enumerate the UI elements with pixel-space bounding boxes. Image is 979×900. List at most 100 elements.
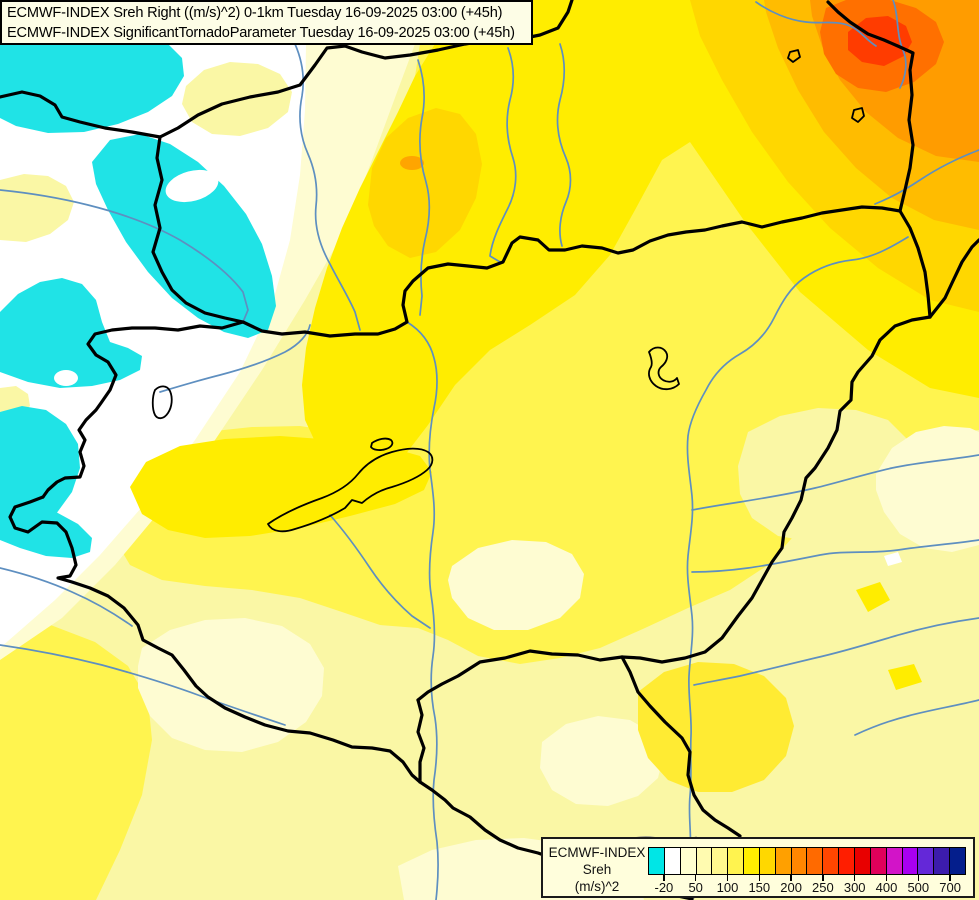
map-title-box: ECMWF-INDEX Sreh Right ((m/s)^2) 0-1km T… — [0, 0, 533, 45]
legend-tick-mark — [822, 875, 824, 881]
contour-yellow-diamond-se-1 — [856, 582, 890, 612]
legend-title: ECMWF-INDEX Sreh (m/s)^2 — [547, 844, 647, 895]
border-serbia-romania — [620, 655, 742, 838]
legend-colorbar — [648, 847, 966, 875]
lake-tisza — [648, 346, 680, 391]
contour-cream-east — [876, 426, 979, 552]
legend-color-swatch — [790, 847, 808, 875]
legend-color-swatch — [727, 847, 745, 875]
lakes-group — [151, 49, 865, 533]
contour-yellow-patch-south — [638, 662, 794, 792]
contour-golden-center-blob — [368, 108, 482, 258]
legend-tick-label: 300 — [843, 880, 866, 895]
river-drava — [0, 644, 286, 726]
legend-tick-mark — [853, 875, 856, 881]
river-ne-top — [755, 1, 877, 47]
river-tisza — [686, 236, 909, 900]
border-hungary-croatia-south — [8, 495, 694, 900]
map-title-line-2: ECMWF-INDEX SignificantTornadoParameter … — [7, 25, 515, 41]
river-mura — [0, 567, 133, 627]
border-croatia-serbia-link — [416, 698, 426, 784]
legend-color-swatch — [743, 847, 760, 875]
legend-tick-label: 250 — [812, 880, 834, 895]
lake-velence — [370, 437, 394, 451]
legend-tick-label: 700 — [939, 880, 961, 895]
contour-cyan-diagonal-band — [92, 134, 276, 338]
contour-red-orange-core — [848, 16, 912, 66]
contour-bright-yellow-balaton — [130, 436, 432, 538]
legend-tick-mark — [726, 875, 729, 881]
contour-cream-bottomleft — [138, 618, 324, 752]
contour-pale-patch-leftedge — [0, 174, 74, 242]
legend-color-swatch — [758, 847, 776, 875]
legend-tick-axis: -20 50 100 150 200 250 300 400 500 700 — [648, 875, 966, 897]
legend-tick-mark — [790, 875, 792, 881]
contour-white-spot-se — [884, 552, 902, 566]
legend-tick-label: 100 — [716, 880, 739, 895]
legend-title-line-2: Sreh — [582, 862, 612, 877]
legend-color-swatch — [822, 847, 840, 875]
river-maros — [693, 617, 979, 686]
river-sio — [329, 514, 431, 629]
legend-tick-mark — [949, 875, 951, 881]
contour-cream-southcenter — [540, 716, 664, 806]
legend-box: ECMWF-INDEX Sreh (m/s)^2 -20 50 100 150 200 2… — [541, 837, 975, 898]
river-koros-north — [691, 454, 979, 511]
legend-color-swatch — [869, 847, 887, 875]
contour-yellow-diamond-se-2 — [888, 664, 922, 690]
contour-cream-center — [448, 540, 584, 630]
river-slovakia-center — [556, 43, 572, 247]
lake-neusiedl — [151, 385, 173, 420]
border-austria-slovakia — [151, 135, 245, 324]
river-bodrog — [874, 149, 979, 205]
small-lake-ne-1 — [787, 49, 801, 63]
border-slovakia-ukraine-poland — [826, 0, 915, 213]
legend-color-swatch — [695, 847, 713, 875]
contour-yellow-southwest — [0, 615, 152, 900]
legend-tick-mark — [694, 875, 697, 881]
legend-color-swatch — [853, 847, 871, 875]
legend-title-line-3: (m/s)^2 — [574, 879, 620, 894]
border-hungary-ukraine — [898, 209, 932, 319]
legend-color-swatch — [885, 847, 903, 875]
legend-tick-label: -20 — [654, 880, 674, 895]
legend-color-swatch — [774, 847, 792, 875]
legend-color-swatch — [901, 847, 919, 875]
legend-color-swatch — [679, 847, 697, 875]
contour-cyan-topleft — [0, 44, 184, 133]
river-se-lower — [854, 699, 979, 736]
legend-color-swatch — [838, 847, 855, 875]
border-hungary-slovakia — [241, 205, 902, 338]
border-hungary-romania — [620, 315, 932, 664]
lake-balaton — [267, 447, 434, 533]
legend-tick-mark — [885, 875, 888, 881]
river-hron — [417, 59, 431, 316]
river-danube-upper — [0, 189, 249, 323]
legend-tick-label: 500 — [907, 880, 930, 895]
legend-tick-label: 50 — [688, 880, 703, 895]
river-danube-south — [406, 321, 439, 900]
contour-pale-patch-east — [738, 408, 914, 542]
legend-title-line-1: ECMWF-INDEX — [548, 845, 646, 860]
contour-white-hole-1 — [165, 169, 219, 203]
legend-tick-label: 150 — [748, 880, 771, 895]
legend-color-swatch — [949, 847, 966, 875]
river-koros-south — [691, 539, 979, 573]
small-lake-ne-2 — [851, 107, 865, 123]
legend-color-swatch — [648, 847, 665, 875]
map-title-line-1: ECMWF-INDEX Sreh Right ((m/s)^2) 0-1km T… — [7, 5, 503, 21]
contour-white-hole-2 — [54, 370, 78, 386]
legend-color-swatch — [663, 847, 681, 875]
border-ukraine-romania — [928, 238, 979, 319]
border-czech-austria — [0, 90, 162, 139]
legend-tick-mark — [917, 875, 920, 881]
river-vah — [294, 43, 361, 331]
contour-cyan-tail — [0, 506, 92, 558]
legend-tick-mark — [663, 875, 665, 881]
legend-tick-label: 200 — [780, 880, 802, 895]
river-ipel — [489, 47, 517, 263]
border-hungary-serbia — [416, 649, 624, 702]
